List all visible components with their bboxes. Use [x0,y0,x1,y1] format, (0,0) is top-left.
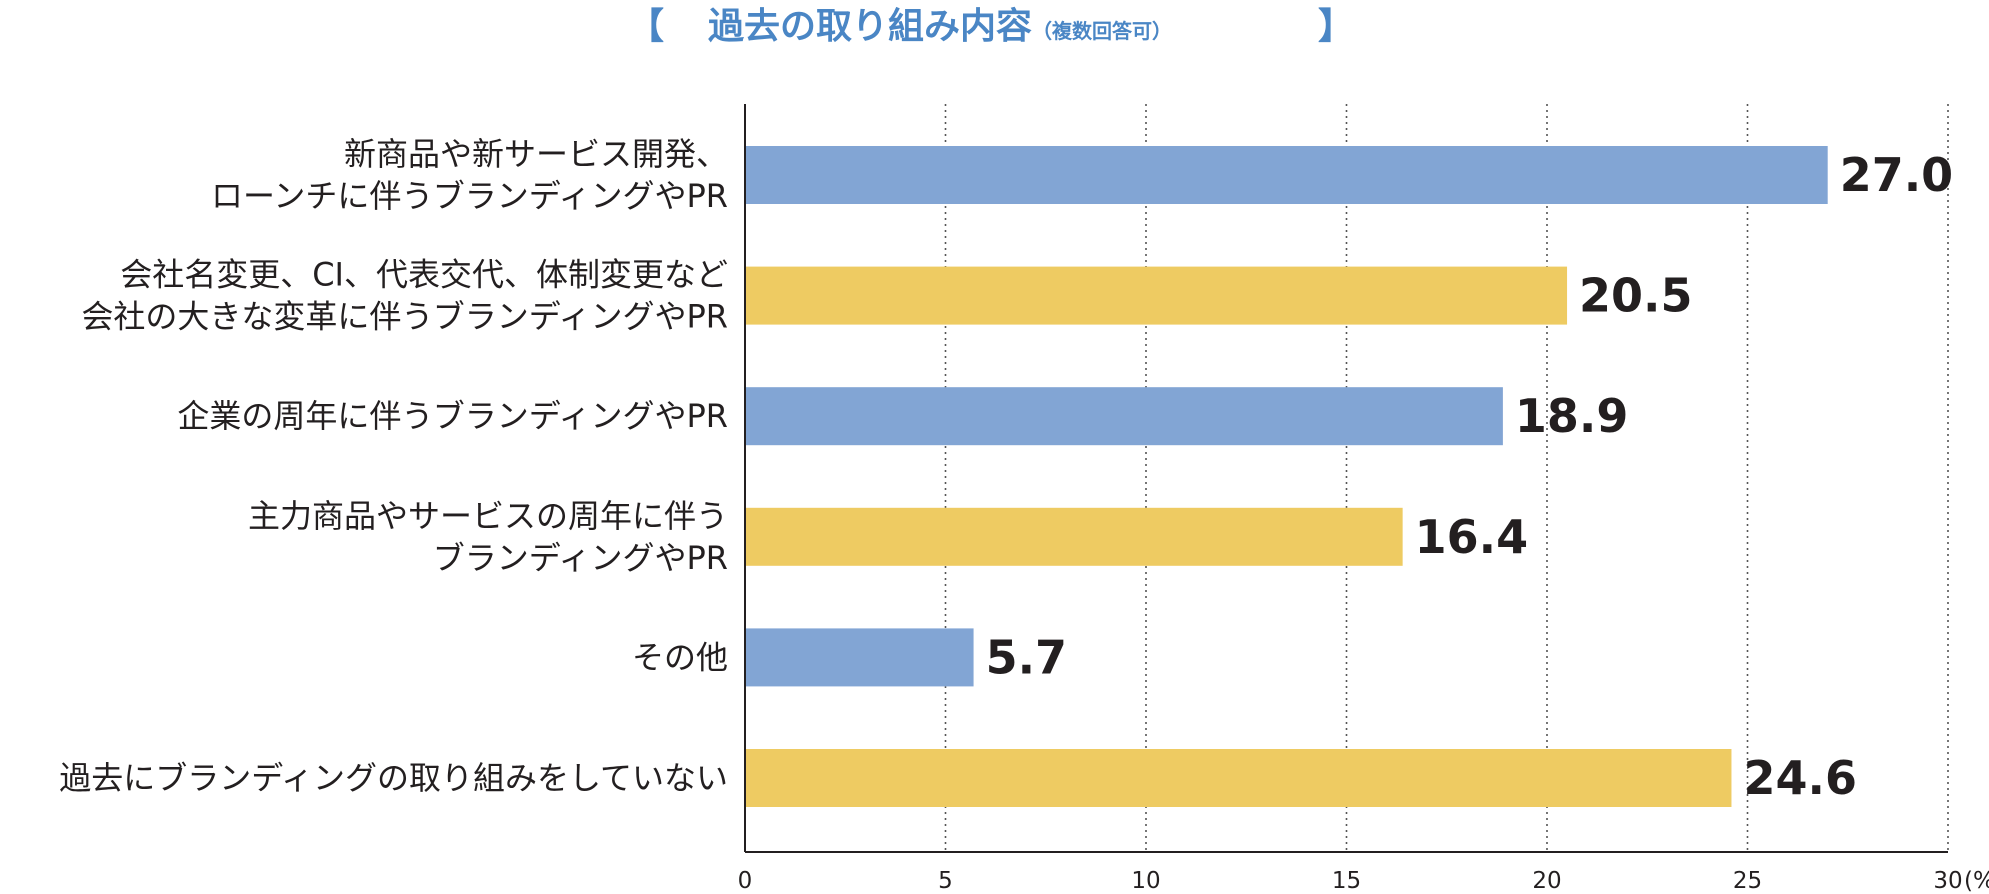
bar [745,749,1732,807]
gridlines [944,104,1949,852]
value-labels: 27.0 20.5 18.9 16.4 5.7 24.6 [986,148,1954,805]
chart-title: 【 過去の取り組み内容（複数回答可） 】 [628,6,1354,47]
tick-label: 30 [1933,868,1962,894]
bar [745,266,1568,325]
bar [745,387,1503,446]
tick-label: 25 [1733,868,1762,894]
category-label: 企業の周年に伴うブランディングやPR [177,397,728,435]
data-label: 16.4 [1415,510,1529,564]
category-label: ブランディングやPR [433,539,728,577]
bar [745,628,974,687]
axes [744,104,1948,853]
category-label: 過去にブランディングの取り組みをしていない [59,759,728,797]
unit-label: (%) [1964,868,1989,894]
category-label: 新商品や新サービス開発、 [344,135,728,173]
data-label: 5.7 [986,630,1068,684]
data-label: 27.0 [1840,148,1954,202]
tick-label: 10 [1131,868,1160,894]
x-axis-ticks: 0 5 10 15 20 25 30(%) [738,868,1989,894]
bar [745,146,1828,204]
bar [745,507,1403,566]
data-label: 18.9 [1515,389,1629,443]
category-label: その他 [632,638,728,676]
tick-label: 20 [1532,868,1561,894]
data-label: 24.6 [1743,751,1857,805]
category-label: 会社名変更、CI、代表交代、体制変更など [120,256,728,294]
category-label: 会社の大きな変革に伴うブランディングやPR [81,298,728,336]
category-label: ローンチに伴うブランディングやPR [211,177,728,215]
title-bracket-close: 】 [1318,6,1354,47]
title-bracket-open: 【 [628,6,664,47]
chart-subtitle: （複数回答可） [1032,19,1172,43]
tick-label: 15 [1332,868,1361,894]
bars [745,146,1828,807]
category-labels: 新商品や新サービス開発、ローンチに伴うブランディングやPR 会社名変更、CI、代表… [59,135,728,797]
data-label: 20.5 [1579,269,1693,323]
tick-label: 0 [738,868,753,894]
chart-title-main: 過去の取り組み内容 [708,6,1032,47]
chart-title-text: 過去の取り組み内容（複数回答可） [708,6,1172,47]
tick-label: 5 [938,868,953,894]
category-label: 主力商品やサービスの周年に伴う [248,497,728,535]
